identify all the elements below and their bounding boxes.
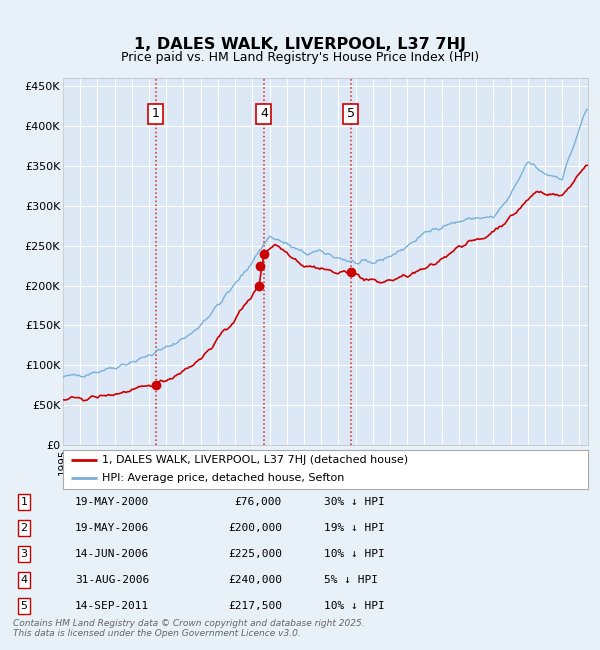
Text: Price paid vs. HM Land Registry's House Price Index (HPI): Price paid vs. HM Land Registry's House … bbox=[121, 51, 479, 64]
Text: 2: 2 bbox=[20, 523, 28, 533]
Text: 19-MAY-2000: 19-MAY-2000 bbox=[75, 497, 149, 507]
Text: 1, DALES WALK, LIVERPOOL, L37 7HJ: 1, DALES WALK, LIVERPOOL, L37 7HJ bbox=[134, 36, 466, 52]
Text: 1: 1 bbox=[152, 107, 160, 120]
Text: 10% ↓ HPI: 10% ↓ HPI bbox=[324, 549, 385, 559]
Text: 19-MAY-2006: 19-MAY-2006 bbox=[75, 523, 149, 533]
Text: 10% ↓ HPI: 10% ↓ HPI bbox=[324, 601, 385, 611]
Text: £225,000: £225,000 bbox=[228, 549, 282, 559]
Text: £240,000: £240,000 bbox=[228, 575, 282, 585]
Text: Contains HM Land Registry data © Crown copyright and database right 2025.
This d: Contains HM Land Registry data © Crown c… bbox=[13, 619, 365, 638]
Text: 19% ↓ HPI: 19% ↓ HPI bbox=[324, 523, 385, 533]
Text: 4: 4 bbox=[20, 575, 28, 585]
Text: 5: 5 bbox=[20, 601, 28, 611]
Text: HPI: Average price, detached house, Sefton: HPI: Average price, detached house, Seft… bbox=[103, 473, 345, 483]
Text: 1, DALES WALK, LIVERPOOL, L37 7HJ (detached house): 1, DALES WALK, LIVERPOOL, L37 7HJ (detac… bbox=[103, 456, 409, 465]
Text: £76,000: £76,000 bbox=[235, 497, 282, 507]
Text: 1: 1 bbox=[20, 497, 28, 507]
Text: 14-SEP-2011: 14-SEP-2011 bbox=[75, 601, 149, 611]
Text: £200,000: £200,000 bbox=[228, 523, 282, 533]
Text: 3: 3 bbox=[20, 549, 28, 559]
Text: 30% ↓ HPI: 30% ↓ HPI bbox=[324, 497, 385, 507]
Text: 31-AUG-2006: 31-AUG-2006 bbox=[75, 575, 149, 585]
Text: 5: 5 bbox=[347, 107, 355, 120]
Text: 4: 4 bbox=[260, 107, 268, 120]
Text: 14-JUN-2006: 14-JUN-2006 bbox=[75, 549, 149, 559]
Text: £217,500: £217,500 bbox=[228, 601, 282, 611]
Text: 5% ↓ HPI: 5% ↓ HPI bbox=[324, 575, 378, 585]
